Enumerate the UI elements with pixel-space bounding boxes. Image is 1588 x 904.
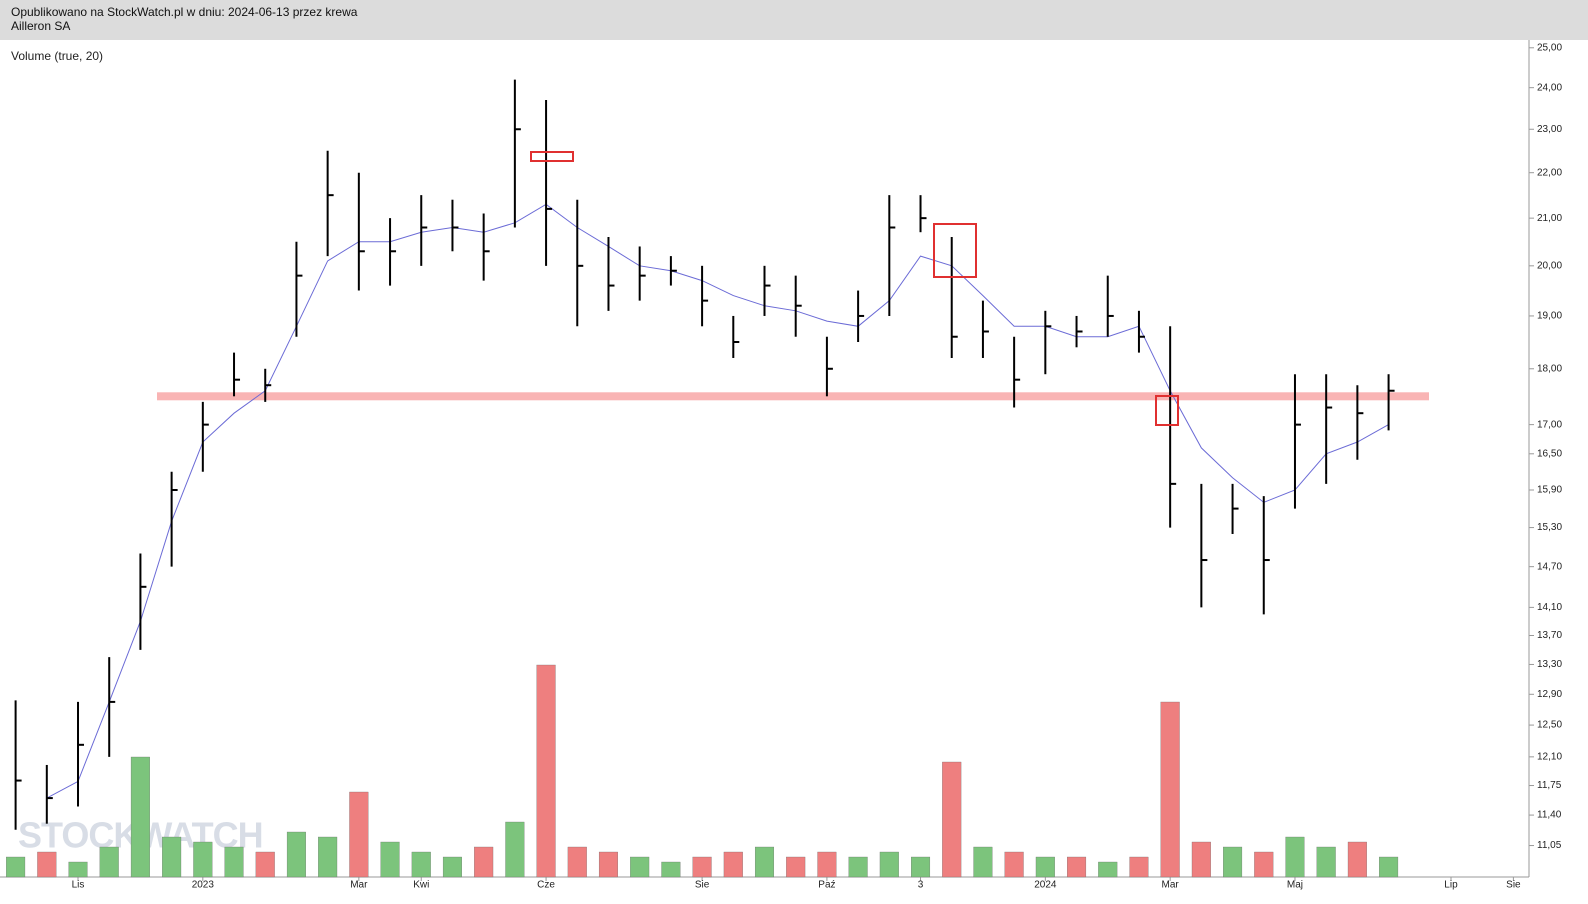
x-tick-label: Lip xyxy=(1444,880,1458,891)
x-tick-label: Cze xyxy=(537,880,555,891)
volume-bar xyxy=(193,841,213,878)
volume-bar xyxy=(911,856,931,878)
header-line: Opublikowano na StockWatch.pl w dniu: 20… xyxy=(11,5,358,19)
x-tick-label: 3 xyxy=(918,880,924,891)
y-tick-label: 20,00 xyxy=(1537,260,1562,271)
y-tick-label: 13,70 xyxy=(1537,630,1562,641)
chart: STOCKWATCH Volume (true, 20) 25,0024,002… xyxy=(0,40,1562,891)
volume-bar xyxy=(848,856,868,878)
volume-bar xyxy=(6,856,26,878)
volume-bar xyxy=(1347,841,1367,878)
highlight-box xyxy=(530,151,574,162)
volume-bar xyxy=(598,851,618,878)
x-tick-label: Mar xyxy=(1162,880,1180,891)
y-tick-label: 18,00 xyxy=(1537,363,1562,374)
volume-bar xyxy=(786,856,806,878)
y-tick-label: 23,00 xyxy=(1537,124,1562,135)
y-tick-label: 11,40 xyxy=(1537,810,1562,821)
volume-bar xyxy=(1004,851,1024,878)
y-tick-label: 19,00 xyxy=(1537,311,1562,322)
y-tick-label: 14,70 xyxy=(1537,561,1562,572)
volume-bar xyxy=(723,851,743,878)
x-tick-label: Lis xyxy=(72,880,85,891)
y-tick-label: 25,00 xyxy=(1537,42,1562,53)
y-tick-label: 21,00 xyxy=(1537,213,1562,224)
volume-bar xyxy=(1067,856,1087,878)
volume-bar xyxy=(224,846,244,878)
moving-average xyxy=(46,203,1389,799)
volume-bar xyxy=(1254,851,1274,878)
x-tick-label: 2023 xyxy=(192,880,215,891)
y-tick-label: 11,05 xyxy=(1537,840,1562,851)
x-tick-label: Maj xyxy=(1287,880,1303,891)
indicator-label: Volume (true, 20) xyxy=(11,49,103,63)
y-tick-label: 12,10 xyxy=(1537,751,1562,762)
volume-bar xyxy=(349,791,369,878)
highlight-box xyxy=(933,223,977,278)
y-tick-label: 15,90 xyxy=(1537,485,1562,496)
volume-bar xyxy=(942,761,962,878)
volume-bar xyxy=(879,851,899,878)
volume-bar xyxy=(411,851,431,878)
y-tick-label: 15,30 xyxy=(1537,522,1562,533)
volume-bar xyxy=(692,856,712,878)
volume-bar xyxy=(130,756,150,878)
volume-bar xyxy=(973,846,993,878)
volume-bar xyxy=(1379,856,1399,878)
volume-bar xyxy=(1285,836,1305,878)
volume-bar xyxy=(474,846,494,878)
volume-bar xyxy=(505,821,525,878)
volume-bar xyxy=(567,846,587,878)
y-tick-label: 13,30 xyxy=(1537,659,1562,670)
volume-bar xyxy=(1223,846,1243,878)
volume-bar xyxy=(37,851,57,878)
volume-bar xyxy=(661,861,681,878)
volume-bar xyxy=(442,856,462,878)
x-tick-label: Sie xyxy=(1506,880,1521,891)
volume-bar xyxy=(318,836,338,878)
volume-bar xyxy=(1098,861,1118,878)
header-line: Ailleron SA xyxy=(11,19,71,33)
x-tick-label: Paź xyxy=(818,880,835,891)
y-tick-label: 12,90 xyxy=(1537,689,1562,700)
volume-bar xyxy=(99,846,119,878)
volume-bar xyxy=(630,856,650,878)
highlight-box xyxy=(1155,395,1179,426)
volume-bar xyxy=(1035,856,1055,878)
y-tick-label: 16,50 xyxy=(1537,448,1562,459)
volume-bar xyxy=(286,831,306,878)
support-level xyxy=(157,392,1429,401)
y-tick-label: 14,10 xyxy=(1537,602,1562,613)
volume-bar xyxy=(68,861,88,878)
volume-bar xyxy=(1191,841,1211,878)
volume-bar xyxy=(817,851,837,878)
x-tick-label: Mar xyxy=(350,880,368,891)
volume-bar xyxy=(754,846,775,878)
header: Opublikowano na StockWatch.pl w dniu: 20… xyxy=(0,0,1588,40)
volume-bar xyxy=(380,841,400,878)
x-tick-label: Sie xyxy=(695,880,710,891)
x-tick-label: 2024 xyxy=(1034,880,1057,891)
y-tick-label: 22,00 xyxy=(1537,167,1562,178)
volume-bar xyxy=(1129,856,1149,878)
x-tick-label: Kwi xyxy=(413,880,429,891)
y-tick-label: 11,75 xyxy=(1537,780,1562,791)
volume-bar xyxy=(1316,846,1336,878)
volume-bar xyxy=(536,664,556,878)
y-tick-label: 24,00 xyxy=(1537,82,1562,93)
volume-bar xyxy=(162,836,182,878)
y-tick-label: 17,00 xyxy=(1537,419,1562,430)
volume-bar xyxy=(255,851,275,878)
volume-bar xyxy=(1160,701,1180,878)
y-tick-label: 12,50 xyxy=(1537,720,1562,731)
